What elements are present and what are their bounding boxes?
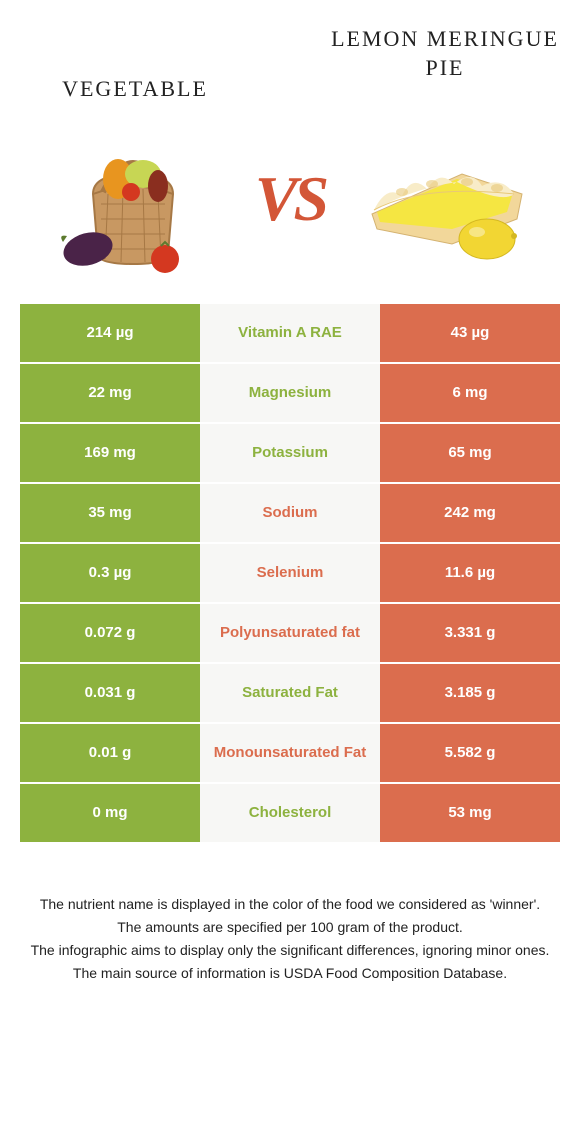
table-row: 0.3 µgSelenium11.6 µg: [20, 544, 560, 602]
right-value: 43 µg: [380, 304, 560, 362]
table-row: 214 µgVitamin A RAE43 µg: [20, 304, 560, 362]
left-value: 0.031 g: [20, 664, 200, 722]
table-row: 35 mgSodium242 mg: [20, 484, 560, 542]
footnote-line: The nutrient name is displayed in the co…: [30, 894, 550, 915]
images-row: VS: [0, 104, 580, 304]
table-row: 22 mgMagnesium6 mg: [20, 364, 560, 422]
nutrient-label: Potassium: [200, 424, 380, 482]
nutrient-label: Monounsaturated Fat: [200, 724, 380, 782]
left-value: 0.3 µg: [20, 544, 200, 602]
left-value: 214 µg: [20, 304, 200, 362]
vegetable-basket-icon: [53, 124, 213, 274]
header-right-col: LEMON MERINGUE PIE: [310, 10, 580, 82]
right-value: 53 mg: [380, 784, 560, 842]
right-image-col: [333, 134, 560, 264]
header-row: VEGETABLE LEMON MERINGUE PIE: [0, 0, 580, 104]
nutrient-label: Cholesterol: [200, 784, 380, 842]
right-value: 3.331 g: [380, 604, 560, 662]
footnote-line: The amounts are specified per 100 gram o…: [30, 917, 550, 938]
nutrient-label: Vitamin A RAE: [200, 304, 380, 362]
table-row: 169 mgPotassium65 mg: [20, 424, 560, 482]
nutrient-label: Sodium: [200, 484, 380, 542]
left-value: 35 mg: [20, 484, 200, 542]
table-row: 0.01 gMonounsaturated Fat5.582 g: [20, 724, 560, 782]
nutrient-label: Saturated Fat: [200, 664, 380, 722]
vs-label: VS: [247, 162, 333, 236]
nutrient-label: Magnesium: [200, 364, 380, 422]
right-value: 5.582 g: [380, 724, 560, 782]
footnotes: The nutrient name is displayed in the co…: [0, 844, 580, 986]
footnote-line: The infographic aims to display only the…: [30, 940, 550, 961]
left-value: 0 mg: [20, 784, 200, 842]
right-value: 65 mg: [380, 424, 560, 482]
left-value: 0.072 g: [20, 604, 200, 662]
left-value: 169 mg: [20, 424, 200, 482]
right-title: LEMON MERINGUE PIE: [320, 25, 570, 82]
right-value: 242 mg: [380, 484, 560, 542]
right-value: 6 mg: [380, 364, 560, 422]
nutrient-label: Polyunsaturated fat: [200, 604, 380, 662]
header-left-col: VEGETABLE: [0, 10, 270, 104]
footnote-line: The main source of information is USDA F…: [30, 963, 550, 984]
comparison-table: 214 µgVitamin A RAE43 µg22 mgMagnesium6 …: [20, 304, 560, 844]
left-title: VEGETABLE: [10, 75, 260, 104]
left-image-col: [20, 124, 247, 274]
right-value: 3.185 g: [380, 664, 560, 722]
right-value: 11.6 µg: [380, 544, 560, 602]
lemon-pie-icon: [362, 134, 532, 264]
table-row: 0.072 gPolyunsaturated fat3.331 g: [20, 604, 560, 662]
table-row: 0 mgCholesterol53 mg: [20, 784, 560, 842]
left-value: 22 mg: [20, 364, 200, 422]
left-value: 0.01 g: [20, 724, 200, 782]
nutrient-label: Selenium: [200, 544, 380, 602]
table-row: 0.031 gSaturated Fat3.185 g: [20, 664, 560, 722]
